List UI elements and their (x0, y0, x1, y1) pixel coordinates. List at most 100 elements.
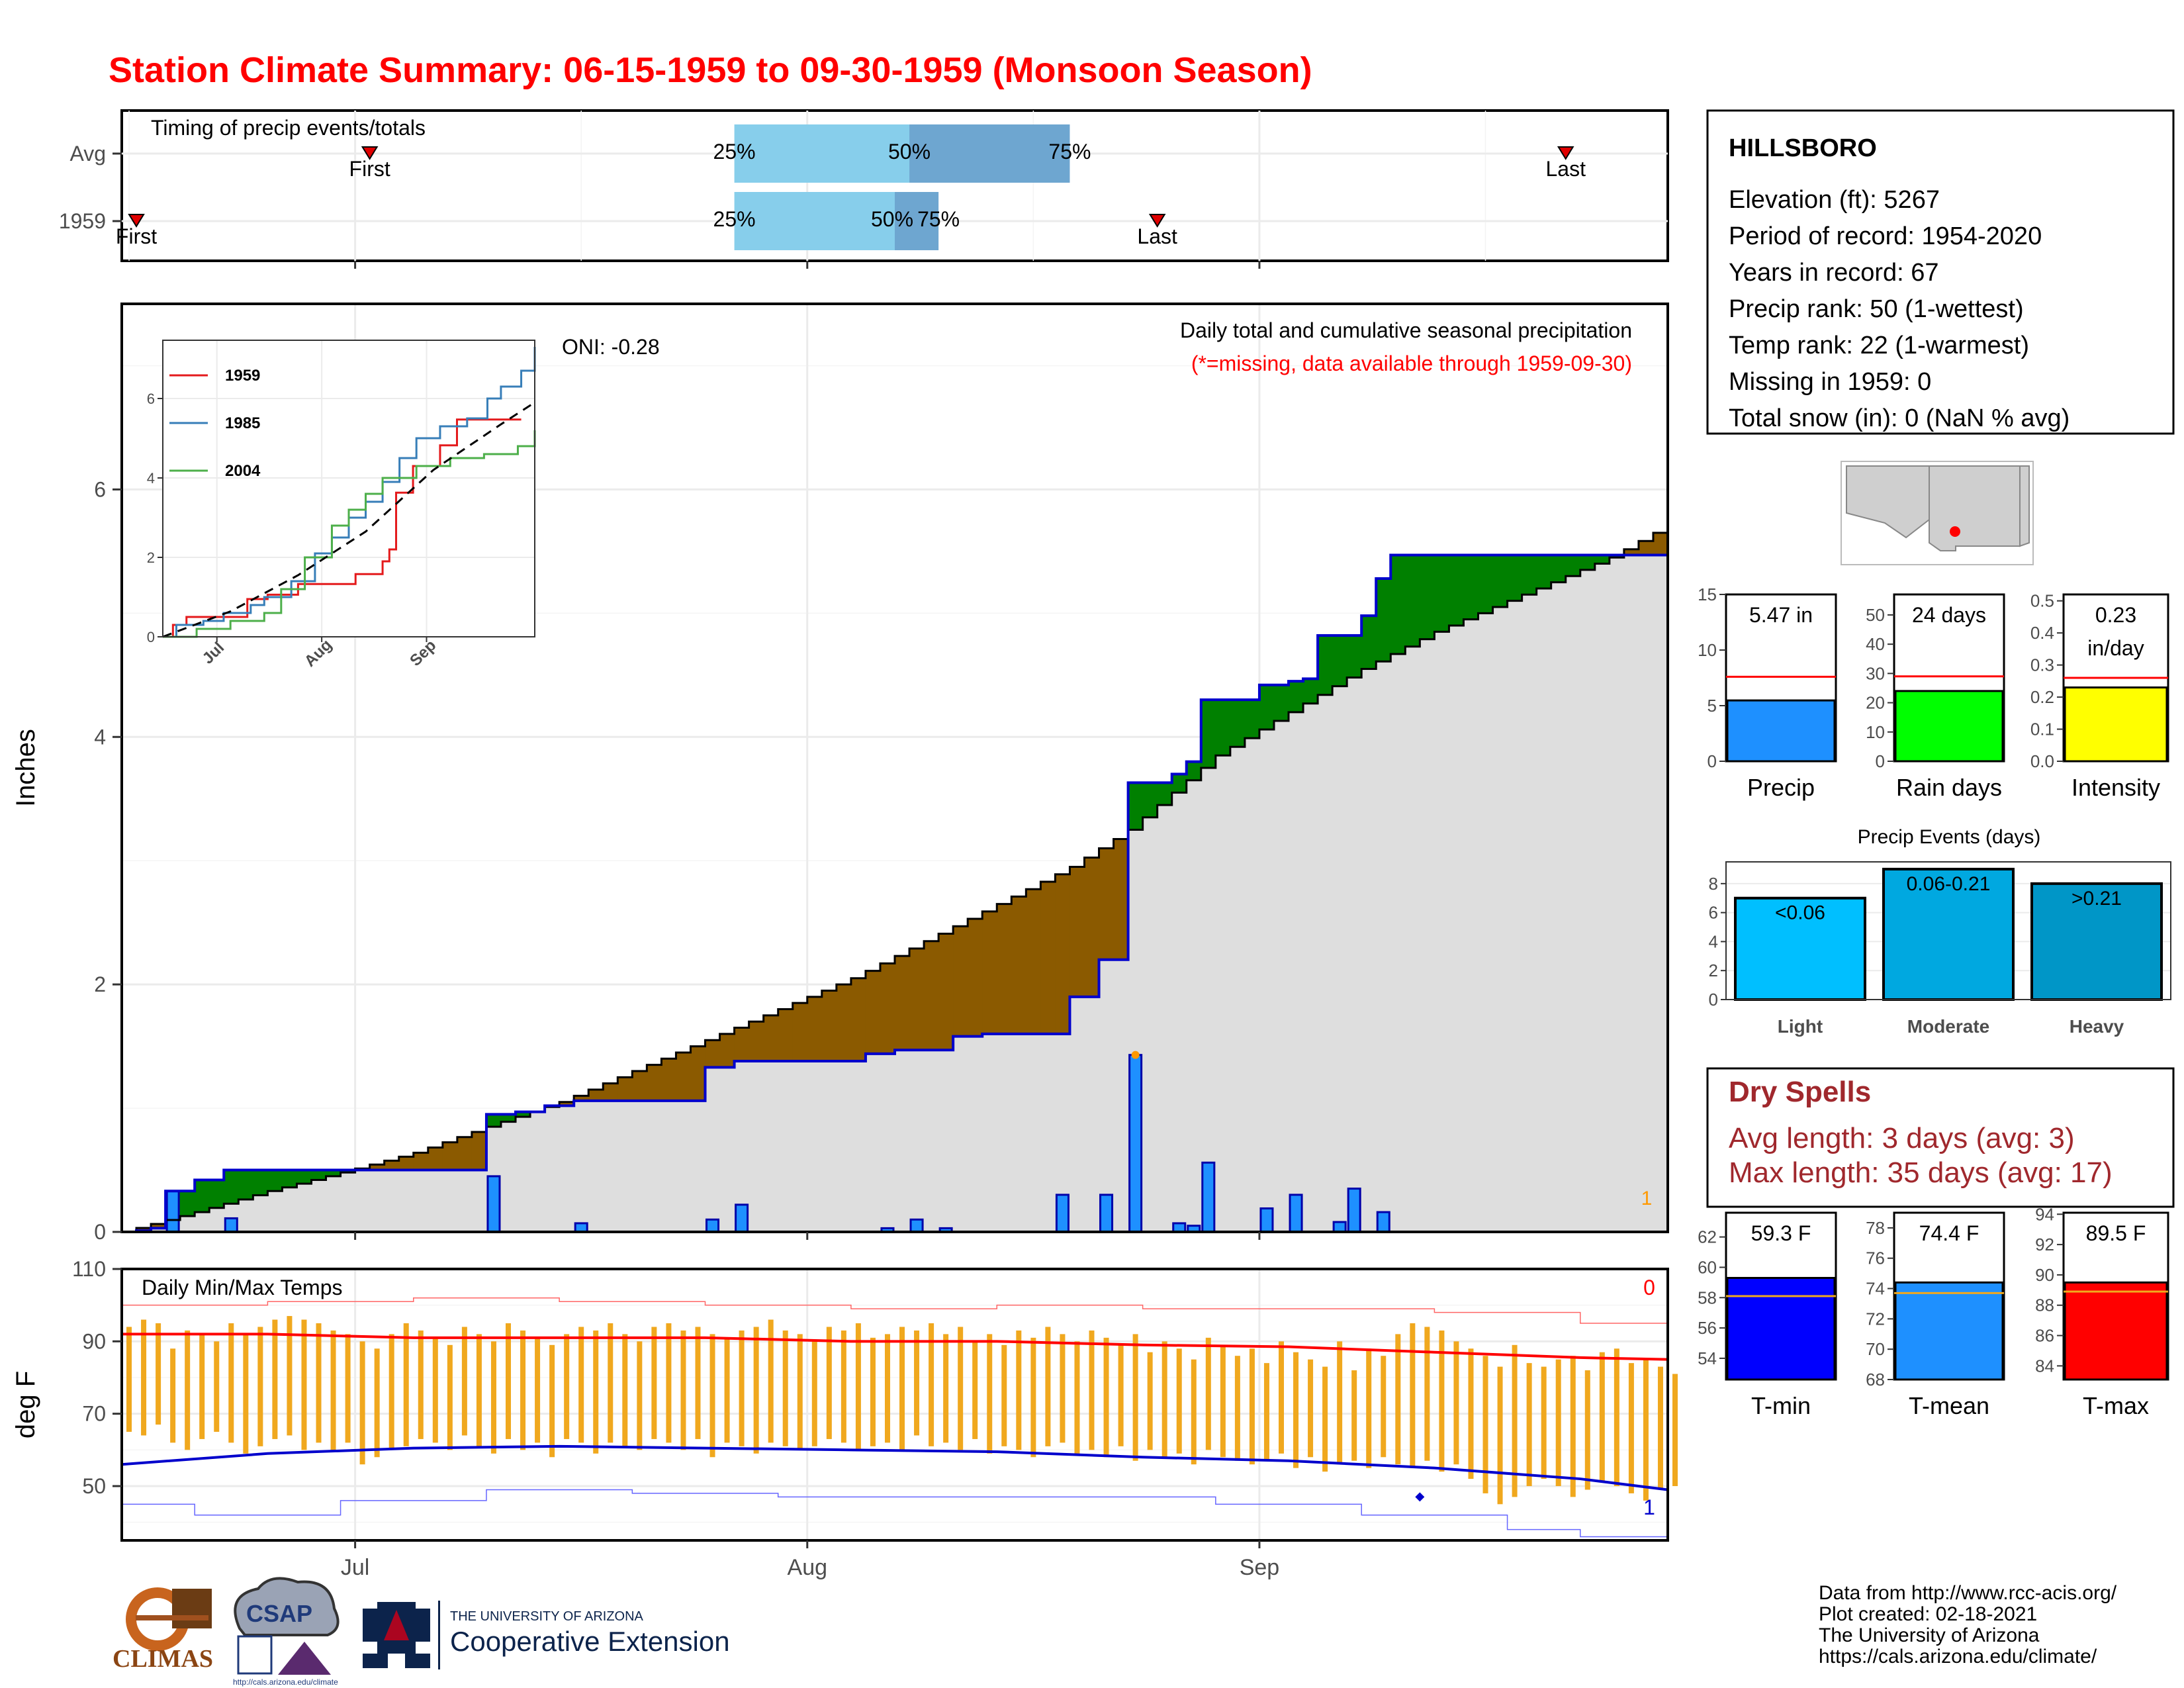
events-ytick-label: 6 (1709, 903, 1718, 923)
daily-temp-range-bar (1001, 1344, 1007, 1446)
daily-temp-range-bar (709, 1334, 715, 1458)
footer-created: Plot created: 02-18-2021 (1819, 1603, 2037, 1625)
daily-precip-bar (909, 1218, 924, 1233)
timing-bar-25-50 (734, 124, 910, 183)
daily-temp-range-bar (1512, 1344, 1518, 1497)
below-average-fill (559, 1102, 574, 1106)
daily-temp-range-bar (914, 1330, 920, 1436)
raindays-ytick-label: 10 (1866, 722, 1885, 742)
daily-temp-range-bar (359, 1341, 365, 1465)
daily-temp-range-bar (1308, 1359, 1314, 1458)
tmin-ytick-label: 56 (1698, 1318, 1717, 1338)
daily-temp-range-bar (185, 1330, 191, 1450)
daily-temp-range-bar (1263, 1363, 1269, 1461)
main-ytick-label: 0 (94, 1220, 106, 1244)
daily-temp-range-bar (929, 1323, 934, 1446)
dry-spells-title: Dry Spells (1729, 1076, 1871, 1108)
dry-spells-frame (1706, 1067, 2175, 1208)
daily-temp-range-bar (870, 1337, 876, 1446)
above-average-fill (1522, 555, 1537, 595)
max-daily-marker (1131, 1051, 1140, 1059)
daily-temp-range-bar (987, 1334, 993, 1454)
above-average-fill (1318, 635, 1333, 695)
below-average-fill (997, 904, 1012, 1034)
precip-main-yticks: 0 2 4 6 (94, 477, 1261, 1244)
intensity-ytick-label: 0.4 (2030, 623, 2054, 643)
daily-temp-range-bar (1526, 1363, 1532, 1486)
below-average-fill (676, 1052, 691, 1101)
intensity-category-label: Intensity (2071, 774, 2160, 801)
daily-temp-range-bar (156, 1323, 161, 1425)
inset-legend-label: 1985 (225, 414, 260, 432)
below-average-fill (880, 963, 895, 1054)
timing-bar-50-75 (909, 124, 1070, 183)
dry-spells-avg: Avg length: 3 days (avg: 3) (1729, 1122, 2075, 1154)
daily-temp-range-bar (739, 1330, 745, 1446)
inset-average-line (162, 401, 535, 638)
tmin-ytick-label: 60 (1698, 1257, 1717, 1277)
above-average-fill (267, 1170, 283, 1192)
station-info-box: HILLSBORO Elevation (ft): 5267 Period of… (1706, 109, 2175, 435)
precip-ytick-label: 0 (1707, 751, 1717, 771)
above-average-fill (253, 1170, 268, 1196)
daily-temp-range-bar (170, 1348, 176, 1443)
below-average-fill (1113, 839, 1129, 960)
daily-temp-range-bar (1351, 1370, 1357, 1461)
month-ticks: Jul Aug Sep (341, 1540, 1279, 1580)
events-ytick-label: 0 (1709, 990, 1718, 1009)
daily-temp-range-bar (476, 1334, 482, 1446)
ua-cooperative-extension: Cooperative Extension (450, 1626, 730, 1657)
daily-temp-range-bar (608, 1323, 614, 1443)
inset-bg (163, 340, 535, 637)
tmean-panel: 68 70 72 74 76 78 74.4 F T-mean (1866, 1211, 2005, 1419)
events-category-label: Heavy (2070, 1016, 2124, 1037)
daily-temp-range-bar (432, 1337, 438, 1443)
footer-data-source: Data from http://www.rcc-acis.org/ (1819, 1582, 2117, 1604)
map-new-mexico (1929, 465, 2021, 551)
tmin-category-label: T-min (1751, 1392, 1811, 1419)
daily-temp-range-bar (1672, 1374, 1678, 1486)
daily-precip-bar (1128, 1054, 1143, 1233)
temp-ytick-label: 90 (82, 1329, 106, 1353)
daily-temp-range-bar (1643, 1359, 1649, 1501)
daily-precip-bar (1055, 1194, 1069, 1233)
daily-temp-range-bar (287, 1316, 293, 1436)
daily-precip-bar (705, 1218, 720, 1233)
daily-temp-range-bar (1410, 1323, 1416, 1468)
daily-temp-range-bar (884, 1334, 890, 1443)
above-average-fill (1201, 700, 1216, 768)
daily-temp-range-bar (972, 1341, 978, 1439)
station-period: Period of record: 1954-2020 (1729, 222, 2042, 250)
ua-block-a-inner-icon (384, 1610, 409, 1640)
daily-temp-range-bar (388, 1334, 394, 1450)
daily-temp-range-bar (1205, 1337, 1211, 1450)
cumulative-base-area (122, 555, 1668, 1232)
daily-temp-range-bar (753, 1327, 759, 1454)
timing-pct-label: 50% (888, 140, 931, 164)
raindays-panel: 0 10 20 30 40 50 24 days Rain days (1866, 593, 2005, 801)
below-average-fill (1026, 889, 1041, 1034)
daily-temp-range-bar (1279, 1341, 1284, 1454)
precip-cumulative-fills (122, 532, 1668, 1232)
above-average-fill (326, 1170, 341, 1176)
events-bar-label: 0.06-0.21 (1907, 873, 1991, 895)
tmin-value-bar (1726, 1277, 1836, 1381)
above-average-fill (1171, 774, 1187, 793)
page-title: Station Climate Summary: 06-15-1959 to 0… (109, 50, 1312, 90)
intensity-value-unit: in/day (2087, 636, 2144, 660)
daily-temp-range-bar (1016, 1330, 1022, 1450)
intensity-ytick-label: 0.5 (2030, 591, 2054, 611)
raindays-ytick-label: 0 (1876, 751, 1885, 771)
station-name: HILLSBORO (1729, 134, 1877, 162)
below-average-fill (938, 933, 954, 1051)
below-average-fill (792, 1003, 808, 1062)
precip-ytick-label: 10 (1698, 640, 1717, 660)
csap-wordmark: CSAP (246, 1600, 312, 1627)
daily-temp-range-bar (520, 1330, 526, 1450)
below-average-fill (953, 926, 968, 1037)
station-location-dot (1950, 526, 1960, 537)
csap-rain-icon (237, 1635, 273, 1675)
daily-temp-range-bar (301, 1319, 307, 1450)
timing-last-marker-icon (1148, 214, 1166, 228)
